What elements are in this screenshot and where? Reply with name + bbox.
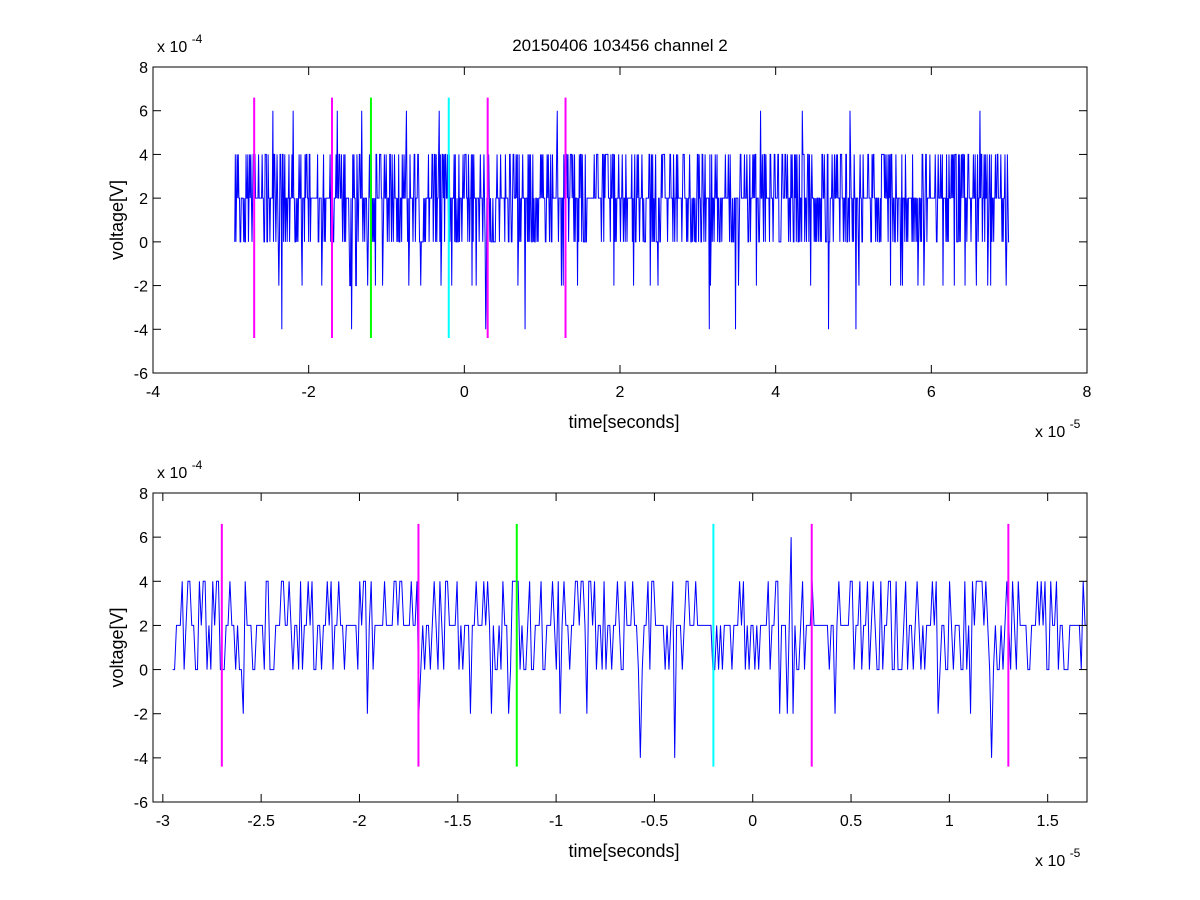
top-y-tick-label: 6 (139, 104, 148, 121)
bottom-y-tick-label: 0 (139, 663, 148, 680)
top-x-tick-label: 8 (1083, 384, 1092, 401)
top-x-tick-label: 6 (927, 384, 936, 401)
bottom-y-tick-label: -4 (134, 751, 148, 768)
top-y-tick-label: 4 (139, 147, 148, 164)
top-x-tick-label: -2 (302, 384, 316, 401)
bottom-x-exponent: x 10 -5 (1035, 846, 1081, 870)
top-axes: -4 -2 0 2 4 6 8-6-4-202468time[seconds]voltage… (107, 32, 1092, 441)
bottom-y-tick-label: 2 (139, 618, 148, 635)
bottom-y-tick-label: -6 (134, 795, 148, 812)
bottom-x-tick-label: 0 (748, 813, 757, 830)
top-y-exponent: x 10 -4 (157, 32, 203, 56)
top-x-exponent: x 10 -5 (1035, 417, 1081, 441)
top-y-tick-label: 8 (139, 60, 148, 77)
top-y-axis-label: voltage[V] (107, 180, 127, 260)
bottom-axes-box (152, 492, 1088, 803)
top-x-tick-label: 0 (460, 384, 469, 401)
bottom-x-tick-label: -3 (156, 813, 170, 830)
bottom-y-tick-label: 8 (139, 486, 148, 503)
bottom-x-tick-label: 0.5 (840, 813, 862, 830)
bottom-y-exponent: x 10 -4 (157, 458, 203, 482)
bottom-x-tick-label: -1.5 (444, 813, 472, 830)
top-x-tick-label: -4 (146, 384, 160, 401)
bottom-y-tick-label: -2 (134, 707, 148, 724)
top-x-tick-label: 4 (771, 384, 780, 401)
bottom-x-tick-label: -0.5 (641, 813, 669, 830)
top-y-tick-label: -6 (134, 366, 148, 383)
bottom-x-tick-label: -2 (352, 813, 366, 830)
bottom-y-tick-label: 6 (139, 530, 148, 547)
bottom-y-tick-label: 4 (139, 574, 148, 591)
bottom-y-axis-label: voltage[V] (107, 607, 127, 687)
bottom-x-tick-label: 1 (945, 813, 954, 830)
figure-title: 20150406 103456 channel 2 (512, 36, 728, 55)
bottom-x-tick-label: 1.5 (1037, 813, 1059, 830)
top-y-tick-label: 2 (139, 191, 148, 208)
top-x-axis-label: time[seconds] (568, 412, 679, 432)
bottom-x-axis-label: time[seconds] (568, 841, 679, 861)
bottom-axes: -3 -2.5 -2 -1.5 -1 -0.5 0 0.5 1 1.5 -6 -4 -2 0 2 4 6 8 tim… (107, 458, 1088, 870)
top-x-tick-label: 2 (616, 384, 625, 401)
bottom-signal-line (172, 537, 1087, 758)
top-y-tick-label: 0 (139, 235, 148, 252)
top-signal-line (234, 110, 1010, 330)
bottom-x-tick-label: -2.5 (247, 813, 275, 830)
bottom-x-tick-label: -1 (549, 813, 563, 830)
top-y-tick-label: -2 (134, 279, 148, 296)
top-y-tick-label: -4 (134, 322, 148, 339)
